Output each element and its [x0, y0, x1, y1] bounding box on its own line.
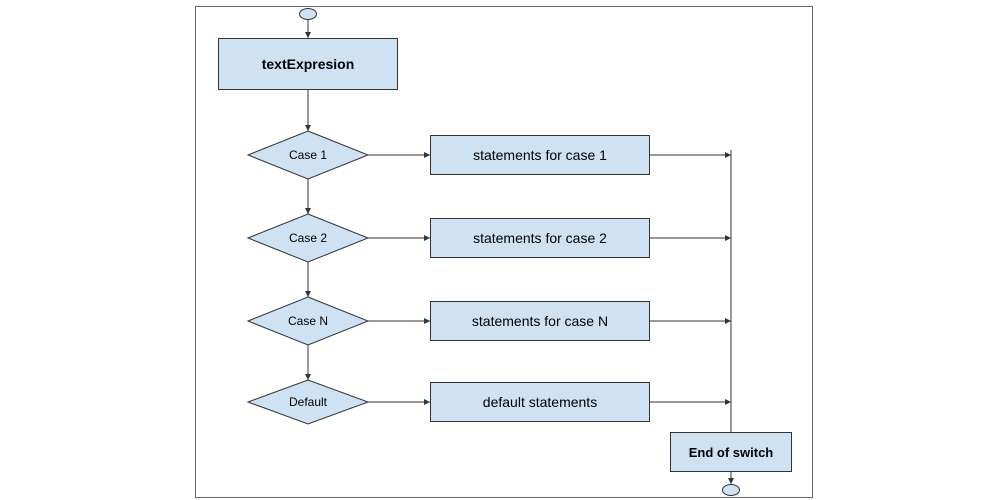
node-case-2 [248, 214, 368, 262]
label-end-switch: End of switch [689, 445, 774, 460]
node-case-1 [248, 131, 368, 179]
node-default [248, 380, 368, 424]
node-end-switch: End of switch [670, 432, 792, 472]
node-stmt-1: statements for case 1 [430, 135, 650, 175]
label-stmt-n: statements for case N [472, 313, 608, 329]
node-stmt-n: statements for case N [430, 301, 650, 341]
label-stmt-default: default statements [483, 394, 597, 410]
end-node [722, 484, 740, 496]
node-text-expression: textExpresion [218, 38, 398, 90]
node-stmt-default: default statements [430, 382, 650, 422]
start-node [299, 8, 317, 20]
label-stmt-1: statements for case 1 [473, 147, 607, 163]
node-stmt-2: statements for case 2 [430, 218, 650, 258]
node-case-n [248, 297, 368, 345]
label-text-expression: textExpresion [262, 56, 355, 72]
label-stmt-2: statements for case 2 [473, 230, 607, 246]
